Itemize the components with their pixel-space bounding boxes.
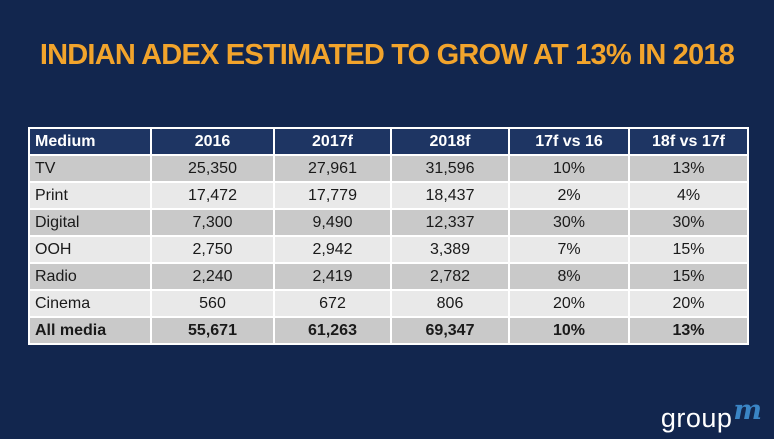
- cell: 18,437: [390, 181, 510, 210]
- cell: 15%: [628, 262, 749, 291]
- page-title: INDIAN ADEX ESTIMATED TO GROW AT 13% IN …: [39, 39, 735, 71]
- cell-medium: Print: [28, 181, 152, 210]
- col-header-18f-vs-17f: 18f vs 17f: [628, 127, 749, 156]
- cell: 20%: [628, 289, 749, 318]
- cell: 7%: [508, 235, 630, 264]
- cell: 69,347: [390, 316, 510, 345]
- cell: 13%: [628, 154, 749, 183]
- cell: 25,350: [150, 154, 275, 183]
- table-row-print: Print 17,472 17,779 18,437 2% 4%: [28, 181, 749, 210]
- cell: 2,240: [150, 262, 275, 291]
- cell: 30%: [508, 208, 630, 237]
- cell: 806: [390, 289, 510, 318]
- cell: 30%: [628, 208, 749, 237]
- cell: 10%: [508, 154, 630, 183]
- table-row-tv: TV 25,350 27,961 31,596 10% 13%: [28, 154, 749, 183]
- cell: 61,263: [273, 316, 392, 345]
- table-header-row: Medium 2016 2017f 2018f 17f vs 16 18f vs…: [28, 127, 749, 156]
- col-header-2017f: 2017f: [273, 127, 392, 156]
- cell: 10%: [508, 316, 630, 345]
- cell: 9,490: [273, 208, 392, 237]
- cell: 17,472: [150, 181, 275, 210]
- col-header-17f-vs-16: 17f vs 16: [508, 127, 630, 156]
- cell-medium: Digital: [28, 208, 152, 237]
- cell: 15%: [628, 235, 749, 264]
- groupm-logo: groupm: [660, 397, 762, 433]
- cell: 2,942: [273, 235, 392, 264]
- cell: 13%: [628, 316, 749, 345]
- cell: 31,596: [390, 154, 510, 183]
- cell: 17,779: [273, 181, 392, 210]
- logo-group-text: group: [660, 403, 733, 433]
- table-row-digital: Digital 7,300 9,490 12,337 30% 30%: [28, 208, 749, 237]
- table-row-cinema: Cinema 560 672 806 20% 20%: [28, 289, 749, 318]
- table-row-radio: Radio 2,240 2,419 2,782 8% 15%: [28, 262, 749, 291]
- adex-table: Medium 2016 2017f 2018f 17f vs 16 18f vs…: [28, 127, 749, 345]
- cell-medium: Cinema: [28, 289, 152, 318]
- cell: 4%: [628, 181, 749, 210]
- cell: 8%: [508, 262, 630, 291]
- col-header-2016: 2016: [150, 127, 275, 156]
- cell: 2,419: [273, 262, 392, 291]
- table-row-ooh: OOH 2,750 2,942 3,389 7% 15%: [28, 235, 749, 264]
- logo-m-text: m: [733, 395, 762, 426]
- cell-medium: Radio: [28, 262, 152, 291]
- cell-medium: All media: [28, 316, 152, 345]
- cell-medium: TV: [28, 154, 152, 183]
- cell: 672: [273, 289, 392, 318]
- col-header-2018f: 2018f: [390, 127, 510, 156]
- cell: 27,961: [273, 154, 392, 183]
- cell: 55,671: [150, 316, 275, 345]
- table-row-all-media: All media 55,671 61,263 69,347 10% 13%: [28, 316, 749, 345]
- cell: 7,300: [150, 208, 275, 237]
- cell-medium: OOH: [28, 235, 152, 264]
- cell: 3,389: [390, 235, 510, 264]
- cell: 2%: [508, 181, 630, 210]
- cell: 2,782: [390, 262, 510, 291]
- cell: 560: [150, 289, 275, 318]
- col-header-medium: Medium: [28, 127, 152, 156]
- cell: 2,750: [150, 235, 275, 264]
- cell: 12,337: [390, 208, 510, 237]
- cell: 20%: [508, 289, 630, 318]
